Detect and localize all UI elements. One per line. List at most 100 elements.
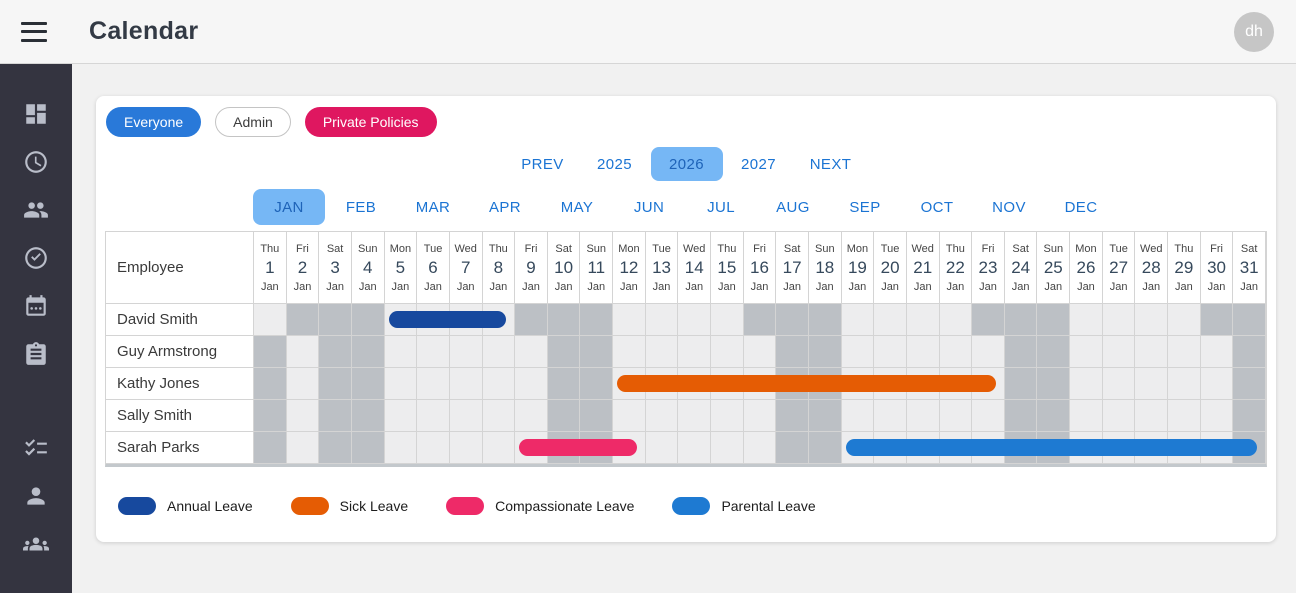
day-cell-27[interactable] <box>1102 368 1136 400</box>
day-cell-30[interactable] <box>1200 368 1234 400</box>
day-cell-1[interactable] <box>254 432 287 464</box>
day-cell-25[interactable] <box>1037 400 1071 432</box>
day-cell-7[interactable] <box>449 368 483 400</box>
day-cell-13[interactable] <box>645 400 679 432</box>
day-cell-10[interactable] <box>547 336 581 368</box>
day-cell-13[interactable] <box>645 304 679 336</box>
checklist-icon[interactable] <box>23 435 49 461</box>
leave-bar-annual-leave[interactable] <box>388 311 507 328</box>
day-cell-3[interactable] <box>319 336 352 368</box>
day-cell-20[interactable] <box>874 304 907 336</box>
day-cell-26[interactable] <box>1070 336 1103 368</box>
day-cell-14[interactable] <box>678 336 712 368</box>
day-cell-8[interactable] <box>482 336 516 368</box>
day-cell-5[interactable] <box>384 368 418 400</box>
day-cell-13[interactable] <box>645 336 679 368</box>
filter-chip-everyone[interactable]: Everyone <box>106 107 202 137</box>
day-cell-30[interactable] <box>1200 400 1234 432</box>
day-cell-4[interactable] <box>351 336 385 368</box>
month-tab-jun[interactable]: JUN <box>633 198 665 216</box>
day-cell-31[interactable] <box>1233 304 1266 336</box>
month-tab-apr[interactable]: APR <box>488 198 522 216</box>
day-cell-24[interactable] <box>1004 304 1038 336</box>
day-cell-13[interactable] <box>645 432 679 464</box>
day-cell-21[interactable] <box>906 400 940 432</box>
day-cell-1[interactable] <box>254 368 287 400</box>
day-cell-28[interactable] <box>1135 304 1169 336</box>
month-tab-nov[interactable]: NOV <box>992 198 1026 216</box>
day-cell-30[interactable] <box>1200 336 1234 368</box>
day-cell-2[interactable] <box>286 336 320 368</box>
day-cell-4[interactable] <box>351 400 385 432</box>
filter-chip-admin[interactable]: Admin <box>215 107 291 137</box>
day-cell-1[interactable] <box>254 336 287 368</box>
dashboard-icon[interactable] <box>23 101 49 127</box>
day-cell-4[interactable] <box>351 368 385 400</box>
groups-icon[interactable] <box>23 531 49 557</box>
day-cell-28[interactable] <box>1135 400 1169 432</box>
day-cell-9[interactable] <box>515 304 548 336</box>
day-cell-21[interactable] <box>906 336 940 368</box>
month-tab-may[interactable]: MAY <box>560 198 594 216</box>
leave-bar-sick-leave[interactable] <box>617 375 996 392</box>
day-cell-7[interactable] <box>449 432 483 464</box>
day-cell-16[interactable] <box>743 336 777 368</box>
day-cell-11[interactable] <box>580 400 614 432</box>
day-cell-25[interactable] <box>1037 368 1071 400</box>
day-cell-26[interactable] <box>1070 400 1103 432</box>
day-cell-9[interactable] <box>515 336 548 368</box>
day-cell-16[interactable] <box>743 304 777 336</box>
filter-chip-private-policies[interactable]: Private Policies <box>304 107 437 137</box>
day-cell-17[interactable] <box>776 304 809 336</box>
day-cell-24[interactable] <box>1004 368 1038 400</box>
day-cell-12[interactable] <box>613 400 646 432</box>
leave-bar-compassionate-leave[interactable] <box>519 439 637 456</box>
day-cell-6[interactable] <box>417 400 450 432</box>
day-cell-15[interactable] <box>711 432 744 464</box>
avatar[interactable]: dh <box>1234 12 1274 52</box>
day-cell-7[interactable] <box>449 336 483 368</box>
day-cell-29[interactable] <box>1168 368 1201 400</box>
day-cell-10[interactable] <box>547 304 581 336</box>
day-cell-20[interactable] <box>874 336 907 368</box>
day-cell-19[interactable] <box>841 336 875 368</box>
calendar-icon[interactable] <box>23 293 49 319</box>
day-cell-14[interactable] <box>678 400 712 432</box>
hamburger-menu-icon[interactable] <box>21 21 47 42</box>
month-tab-dec[interactable]: DEC <box>1064 198 1098 216</box>
day-cell-18[interactable] <box>808 336 842 368</box>
day-cell-23[interactable] <box>972 400 1005 432</box>
day-cell-19[interactable] <box>841 400 875 432</box>
day-cell-5[interactable] <box>384 432 418 464</box>
clipboard-icon[interactable] <box>23 341 49 367</box>
day-cell-18[interactable] <box>808 400 842 432</box>
day-cell-5[interactable] <box>384 400 418 432</box>
day-cell-2[interactable] <box>286 304 320 336</box>
day-cell-1[interactable] <box>254 400 287 432</box>
day-cell-18[interactable] <box>808 432 842 464</box>
day-cell-11[interactable] <box>580 304 614 336</box>
day-cell-24[interactable] <box>1004 400 1038 432</box>
day-cell-16[interactable] <box>743 432 777 464</box>
year-tab-2026[interactable]: 2026 <box>650 147 723 181</box>
day-cell-17[interactable] <box>776 432 809 464</box>
day-cell-28[interactable] <box>1135 336 1169 368</box>
day-cell-15[interactable] <box>711 400 744 432</box>
day-cell-25[interactable] <box>1037 336 1071 368</box>
day-cell-27[interactable] <box>1102 304 1136 336</box>
day-cell-29[interactable] <box>1168 400 1201 432</box>
day-cell-2[interactable] <box>286 368 320 400</box>
people-icon[interactable] <box>23 197 49 223</box>
day-cell-7[interactable] <box>449 400 483 432</box>
leave-bar-parental-leave[interactable] <box>845 439 1257 456</box>
day-cell-14[interactable] <box>678 432 712 464</box>
day-cell-31[interactable] <box>1233 336 1266 368</box>
day-cell-12[interactable] <box>613 336 646 368</box>
day-cell-12[interactable] <box>613 304 646 336</box>
day-cell-11[interactable] <box>580 336 614 368</box>
day-cell-17[interactable] <box>776 400 809 432</box>
day-cell-16[interactable] <box>743 400 777 432</box>
year-tab-2027[interactable]: 2027 <box>741 155 776 173</box>
day-cell-21[interactable] <box>906 304 940 336</box>
day-cell-28[interactable] <box>1135 368 1169 400</box>
